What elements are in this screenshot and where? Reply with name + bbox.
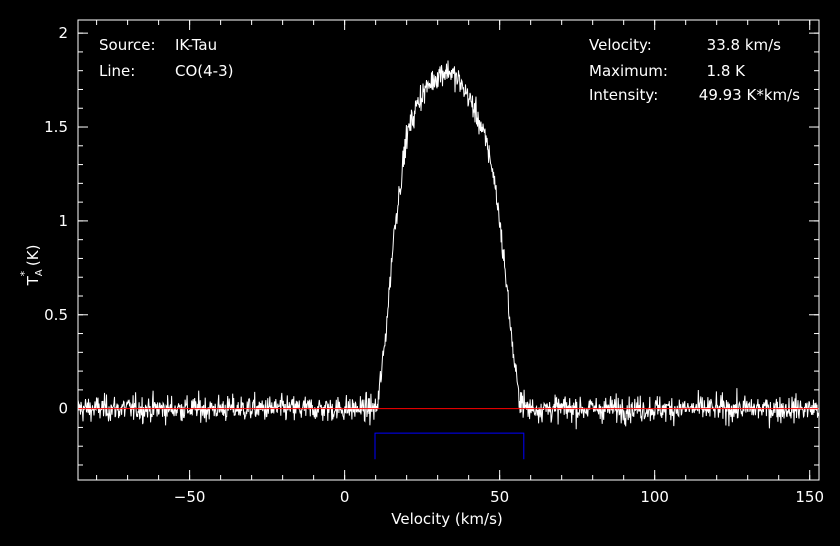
y-tick-label: 1 (58, 212, 68, 230)
info-source-label: Source: (99, 36, 156, 54)
y-axis-label-main: T (24, 275, 42, 286)
info-line-label: Line: (99, 62, 135, 80)
x-tick-label: 0 (340, 488, 350, 506)
info-line-value: CO(4-3) (175, 62, 233, 80)
axis-tick-labels: −50 0 50 100 150 0 0.5 1 1.5 2 (44, 24, 824, 506)
y-axis-label-unit: (K) (24, 245, 42, 271)
x-axis-label: Velocity (km/s) (391, 510, 502, 528)
y-tick-label: 1.5 (44, 118, 68, 136)
x-tick-label: 150 (795, 488, 824, 506)
x-tick-label: 100 (640, 488, 669, 506)
integration-window-marker (374, 432, 525, 460)
y-tick-label: 2 (58, 24, 68, 42)
plot-frame (77, 19, 820, 481)
spectrum-line (77, 60, 820, 430)
y-tick-label: 0 (58, 400, 68, 418)
info-maximum-label: Maximum: (589, 62, 668, 80)
x-tick-label: 50 (490, 488, 509, 506)
y-tick-label: 0.5 (44, 306, 68, 324)
info-source-value: IK-Tau (175, 36, 217, 54)
info-intensity-value: 49.93 K*km/s (699, 86, 800, 104)
info-maximum-value: 1.8 K (707, 62, 747, 80)
x-tick-label: −50 (174, 488, 206, 506)
info-intensity-label: Intensity: (589, 86, 658, 104)
y-axis-label-sub: A (34, 269, 45, 276)
info-velocity-value: 33.8 km/s (707, 36, 782, 54)
y-axis-label-sup: * (18, 270, 31, 276)
info-velocity-label: Velocity: (589, 36, 652, 54)
axis-ticks (78, 20, 819, 480)
y-axis-label: TA* (K) (18, 245, 45, 287)
